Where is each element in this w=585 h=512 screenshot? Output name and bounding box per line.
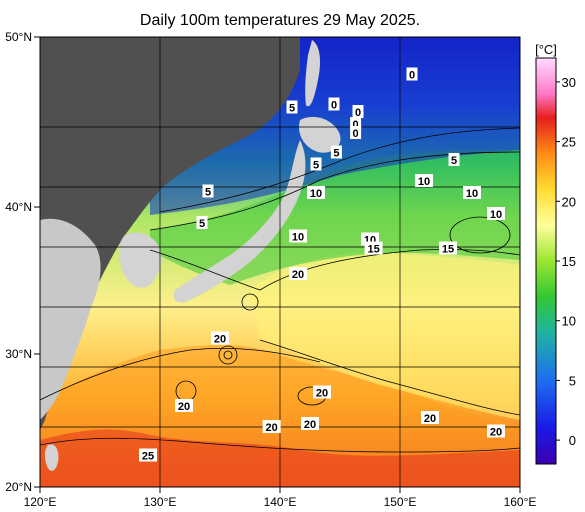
- svg-text:20: 20: [178, 401, 190, 413]
- svg-text:20: 20: [214, 334, 226, 346]
- svg-text:5: 5: [451, 155, 457, 167]
- svg-text:15: 15: [442, 244, 454, 256]
- map-title: Daily 100m temperatures 29 May 2025.: [139, 12, 421, 29]
- contour-label: 20: [487, 424, 505, 439]
- svg-text:20: 20: [265, 422, 277, 434]
- svg-text:0: 0: [353, 119, 359, 131]
- contour-label: 5: [330, 145, 342, 160]
- contour-label: 5: [196, 216, 208, 230]
- contour-label: 5: [310, 157, 322, 172]
- land-korea: [119, 232, 162, 288]
- x-tick-label: 140°E: [264, 495, 297, 509]
- contour-label: 10: [307, 186, 325, 200]
- y-tick-label: 20°N: [5, 480, 32, 494]
- svg-text:10: 10: [310, 188, 322, 200]
- x-tick-label: 130°E: [144, 495, 177, 509]
- land-hokkaido: [299, 116, 341, 153]
- svg-text:10: 10: [466, 188, 478, 200]
- svg-text:20: 20: [304, 419, 316, 431]
- contour-label: 20: [289, 267, 307, 281]
- svg-text:5: 5: [205, 187, 211, 199]
- contour-label: 20: [301, 417, 319, 431]
- colorbar-tick-label: 25: [562, 135, 576, 150]
- contour-label: 0: [350, 126, 362, 140]
- land-japan: [173, 140, 306, 303]
- colorbar: [535, 57, 557, 465]
- contour-label: 10: [289, 229, 307, 244]
- y-tick-label: 30°N: [5, 347, 32, 361]
- contour-label: 20: [262, 420, 281, 434]
- contour-label: 20: [211, 331, 229, 346]
- svg-text:10: 10: [292, 232, 304, 244]
- axis-ticks: [34, 36, 521, 493]
- x-tick-label: 160°E: [504, 495, 537, 509]
- land-china: [40, 218, 101, 420]
- contour-label: 10: [415, 174, 433, 188]
- svg-text:0: 0: [353, 128, 359, 140]
- svg-text:20: 20: [424, 413, 436, 425]
- colorbar-tick-label: 20: [562, 194, 576, 209]
- colorbar-tick-label: 30: [562, 75, 576, 90]
- contour-label: 5: [448, 153, 460, 167]
- contour-label: 20: [175, 399, 193, 413]
- land-taiwan: [44, 444, 59, 471]
- svg-text:0: 0: [355, 107, 361, 119]
- contour-label: 0: [350, 117, 362, 131]
- colorbar-tick-label: 5: [569, 373, 576, 388]
- svg-text:0: 0: [409, 70, 415, 82]
- svg-text:20: 20: [490, 427, 502, 439]
- contour-label: 10: [463, 186, 481, 200]
- colorbar-ticks: 30 25 20 15 10 5 0: [556, 75, 576, 448]
- svg-text:0: 0: [331, 100, 337, 112]
- land-sakhalin: [305, 40, 320, 107]
- isotherms: [40, 127, 520, 453]
- svg-text:5: 5: [199, 218, 205, 230]
- contour-label: 5: [202, 184, 214, 199]
- contour-label: 15: [364, 241, 383, 256]
- svg-text:10: 10: [490, 209, 502, 221]
- colorbar-unit: [°C]: [535, 42, 557, 57]
- contour-label: 20: [421, 411, 439, 425]
- svg-text:20: 20: [316, 388, 328, 400]
- colorbar-tick-label: 10: [562, 314, 576, 329]
- svg-text:5: 5: [289, 103, 295, 115]
- colorbar-tick-label: 15: [562, 254, 576, 269]
- contour-label: 0: [406, 67, 418, 82]
- x-tick-label: 150°E: [384, 495, 417, 509]
- svg-text:25: 25: [142, 451, 154, 463]
- contour-label: 0: [328, 97, 340, 112]
- svg-text:15: 15: [367, 244, 379, 256]
- land-asia: [40, 37, 300, 430]
- contour-label: 5: [286, 100, 298, 115]
- contour-label: 15: [439, 241, 457, 256]
- x-tick-label: 120°E: [24, 495, 57, 509]
- svg-text:10: 10: [418, 176, 430, 188]
- colorbar-tick-label: 0: [569, 433, 576, 448]
- y-tick-label: 40°N: [5, 200, 32, 214]
- contour-label: 0: [352, 105, 364, 119]
- y-tick-label: 50°N: [5, 30, 32, 44]
- svg-text:5: 5: [313, 160, 319, 172]
- contour-label: 10: [487, 207, 505, 221]
- contour-label: 20: [313, 385, 331, 400]
- svg-text:20: 20: [292, 269, 304, 281]
- mild-band: [250, 252, 520, 420]
- contour-label: 25: [139, 448, 157, 463]
- svg-text:5: 5: [333, 148, 339, 160]
